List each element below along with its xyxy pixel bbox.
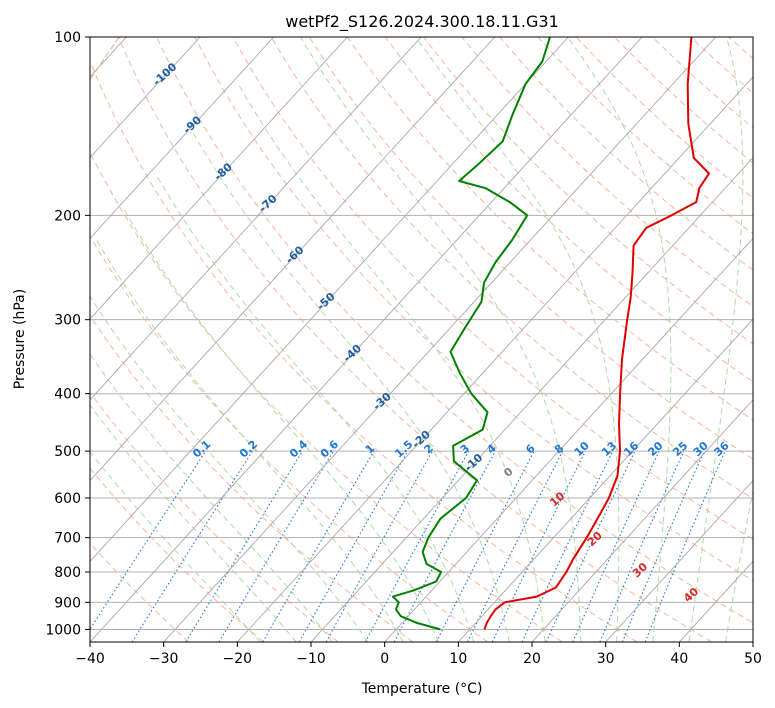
- dewpoint-profile-line: [392, 37, 551, 631]
- mixing-ratio-line: [364, 450, 470, 642]
- y-axis-ticks: 100 200 300 400 500 600 700 800 900 1000: [45, 30, 90, 638]
- dry-adiabat-line: [90, 542, 190, 642]
- isotherm-line: [90, 37, 275, 240]
- isotherm-line: [605, 479, 753, 642]
- x-tick-label: −30: [149, 651, 179, 667]
- isotherm-line: [531, 399, 753, 642]
- y-tick-label: 700: [54, 531, 81, 547]
- x-tick-label: −10: [296, 651, 326, 667]
- mixing-ratio-line: [572, 450, 660, 642]
- x-tick-label: 20: [523, 651, 541, 667]
- x-tick-label: −40: [75, 651, 105, 667]
- dry-adiabats: [90, 37, 753, 642]
- dry-adiabat-line: [308, 37, 753, 460]
- dry-adiabat-line: [156, 37, 753, 624]
- temperature-profile-line: [483, 37, 710, 630]
- x-tick-label: 40: [670, 651, 688, 667]
- isotherm-line: [310, 156, 753, 642]
- x-axis-label: Temperature (°C): [361, 681, 483, 697]
- x-tick-label: 50: [744, 651, 762, 667]
- moist-adiabat-line: [415, 37, 620, 642]
- x-tick-label: 30: [597, 651, 615, 667]
- moist-adiabat-line: [192, 132, 510, 642]
- sounding-profiles: [392, 37, 710, 631]
- moist-adiabats: [90, 37, 753, 642]
- mixing-ratio-line: [325, 450, 433, 642]
- dry-adiabat-line: [232, 37, 753, 540]
- dry-adiabat-line: [90, 467, 264, 642]
- mixing-ratio-line: [599, 450, 685, 642]
- mixing-ratio-line: [185, 450, 304, 642]
- dry-adiabat-line: [194, 37, 753, 582]
- isobar-grid: [90, 37, 753, 630]
- plot-frame: [89, 36, 754, 643]
- plot-area: -100-90-80-70-60-50-40-30-20-100.1 0.2 0.4…: [90, 37, 753, 642]
- mixing-ratio-line: [90, 450, 207, 631]
- moist-adiabat-line: [90, 353, 333, 642]
- y-tick-label: 1000: [45, 622, 81, 638]
- isotherm-line: [237, 76, 753, 642]
- y-tick-label: 300: [54, 313, 81, 329]
- chart-title: wetPf2_S126.2024.300.18.11.G31: [285, 12, 559, 32]
- mixing-ratio-line: [621, 450, 705, 642]
- isotherm-line: [458, 318, 753, 642]
- isotherm-line: [163, 37, 717, 642]
- isotherm-line: [90, 37, 201, 159]
- moist-adiabat-line: [688, 37, 744, 642]
- y-tick-label: 400: [54, 387, 81, 403]
- mixing-ratio-lines: [90, 450, 726, 642]
- y-tick-label: 600: [54, 491, 81, 507]
- isotherms: [90, 37, 753, 642]
- isotherm-line: [90, 37, 496, 482]
- moist-adiabat-line: [567, 37, 672, 642]
- moist-adiabat-line: [237, 83, 546, 642]
- isotherm-line: [90, 37, 569, 562]
- isotherm-line: [90, 37, 348, 320]
- mixing-ratio-line: [467, 450, 564, 642]
- x-tick-label: −20: [223, 651, 253, 667]
- moist-adiabat-line: [96, 239, 404, 642]
- y-tick-label: 200: [54, 208, 81, 224]
- dry-adiabat-line: [90, 60, 638, 642]
- dry-adiabat-line: [90, 235, 488, 642]
- y-tick-label: 100: [54, 30, 81, 46]
- dry-adiabat-line: [270, 37, 753, 500]
- mixing-ratio-line: [131, 450, 254, 642]
- x-tick-label: 0: [380, 651, 389, 667]
- moist-adiabat-line: [725, 488, 753, 642]
- moist-adiabat-line: [123, 208, 439, 642]
- isotherm-line: [90, 37, 643, 642]
- x-axis-ticks: −40 −30 −20 −10 0 10 20 30 40 50: [75, 642, 762, 667]
- mixing-ratio-line: [393, 450, 496, 642]
- y-tick-label: 800: [54, 565, 81, 581]
- moist-adiabat-line: [90, 451, 261, 642]
- y-tick-label: 900: [54, 595, 81, 611]
- isotherm-line: [90, 37, 422, 401]
- dry-adiabat-line: [90, 151, 563, 642]
- x-tick-label: 10: [449, 651, 467, 667]
- moist-adiabat-line: [300, 37, 582, 642]
- dry-adiabat-line: [346, 37, 753, 421]
- y-axis-label: Pressure (hPa): [12, 289, 28, 389]
- isotherm-line: [384, 237, 753, 642]
- dry-adiabat-line: [118, 37, 712, 642]
- moist-adiabat-line: [154, 173, 475, 642]
- y-tick-label: 500: [54, 444, 81, 460]
